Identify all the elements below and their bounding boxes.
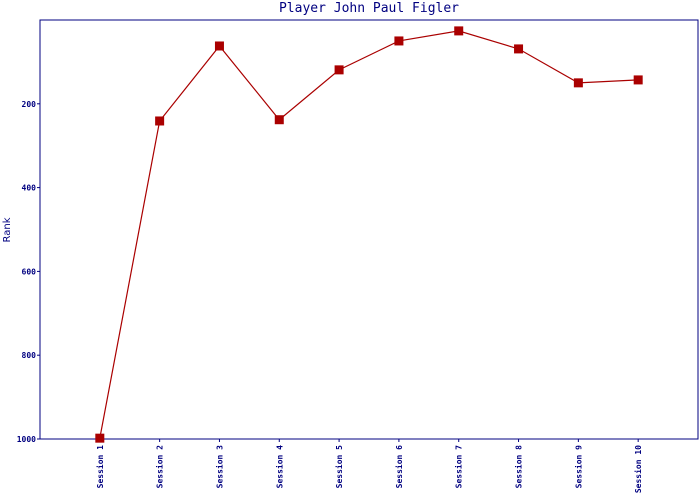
y-axis-label: Rank xyxy=(2,217,13,242)
x-tick-label: Session 1 xyxy=(95,445,105,489)
x-tick-label: Session 9 xyxy=(573,445,583,489)
point xyxy=(633,75,643,85)
x-tick-label: Session 10 xyxy=(633,445,643,493)
point xyxy=(95,433,105,443)
point xyxy=(214,41,224,51)
point xyxy=(573,78,583,88)
x-tick-label: Session 8 xyxy=(514,445,524,489)
y-tick-label: 600 xyxy=(22,267,37,276)
point xyxy=(514,44,524,54)
point xyxy=(155,116,165,126)
y-tick-label: 400 xyxy=(22,184,37,193)
point xyxy=(394,36,404,46)
series-line xyxy=(99,30,639,439)
point xyxy=(274,115,284,125)
y-tick-label: 800 xyxy=(22,351,37,360)
x-tick-label: Session 7 xyxy=(454,445,464,489)
x-tick-label: Session 4 xyxy=(274,445,284,489)
x-tick-label: Session 2 xyxy=(155,445,165,489)
point xyxy=(334,65,344,75)
chart-title: Player John Paul Figler xyxy=(279,1,459,16)
y-tick-label: 200 xyxy=(22,100,37,109)
x-tick-label: Session 6 xyxy=(394,445,404,489)
x-tick-label: Session 3 xyxy=(214,445,224,489)
y-tick-label: 1000 xyxy=(17,435,36,444)
plot-frame xyxy=(39,19,699,440)
point xyxy=(454,26,464,36)
x-tick-label: Session 5 xyxy=(334,445,344,489)
